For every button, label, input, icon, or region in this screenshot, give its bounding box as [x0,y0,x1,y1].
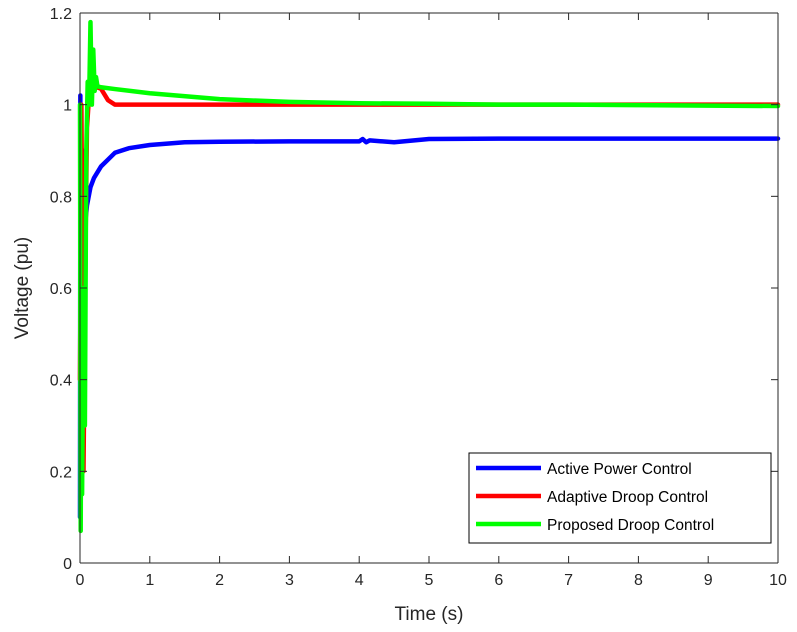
y-tick-label: 1.2 [50,6,72,23]
x-axis-label: Time (s) [395,604,464,625]
x-tick-label: 10 [769,572,787,589]
y-axis-label: Voltage (pu) [12,237,33,339]
x-tick-label: 8 [634,572,643,589]
x-tick-label: 6 [494,572,503,589]
y-tick-label: 1 [63,98,72,115]
legend-label-active-power: Active Power Control [547,461,692,478]
x-tick-label: 0 [76,572,85,589]
y-tick-label: 0 [63,556,72,573]
legend-label-proposed-droop: Proposed Droop Control [547,517,714,534]
legend-label-adaptive-droop: Adaptive Droop Control [547,489,708,506]
legend: Active Power Control Adaptive Droop Cont… [468,452,772,544]
y-tick-label: 0.2 [50,464,72,481]
ticks-layer: 0 1 2 3 4 5 6 7 8 9 10 0 0.2 0.4 0.6 0.8 1 1.2 [50,6,787,589]
y-tick-label: 0.8 [50,189,72,206]
x-tick-label: 7 [564,572,573,589]
x-tick-label: 3 [285,572,294,589]
x-tick-label: 9 [704,572,713,589]
x-tick-label: 2 [215,572,224,589]
y-tick-label: 0.4 [50,373,72,390]
x-tick-label: 5 [425,572,434,589]
x-tick-label: 1 [145,572,154,589]
series-layer [77,19,781,534]
y-tick-label: 0.6 [50,281,72,298]
x-tick-label: 4 [355,572,364,589]
series-line-proposed-droop [77,19,781,534]
